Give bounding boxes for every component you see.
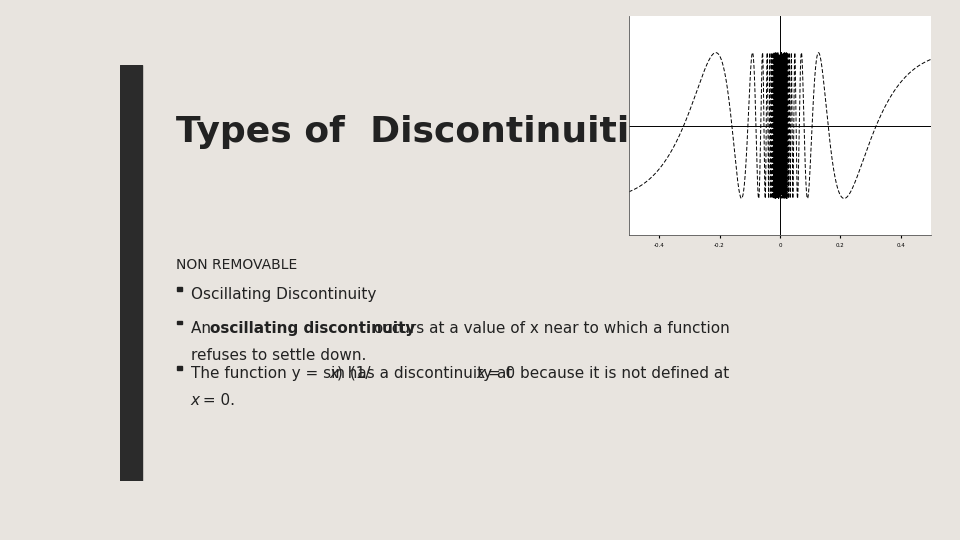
Text: The function y = sin (1/: The function y = sin (1/ [191, 366, 371, 381]
Bar [177, 321, 182, 324]
Bar [177, 287, 182, 291]
Text: oscillating discontinuity: oscillating discontinuity [210, 321, 416, 335]
Text: x: x [476, 366, 486, 381]
Text: = 0 because it is not defined at: = 0 because it is not defined at [484, 366, 730, 381]
Text: Oscillating Discontinuity: Oscillating Discontinuity [191, 287, 376, 302]
Text: occurs at a value of x near to which a function: occurs at a value of x near to which a f… [370, 321, 730, 335]
Text: x: x [191, 393, 200, 408]
Text: x: x [330, 366, 339, 381]
Text: NON REMOVABLE: NON REMOVABLE [176, 258, 297, 272]
Text: Types of  Discontinuities: Types of Discontinuities [176, 114, 675, 148]
Text: ) has a discontinuity at: ) has a discontinuity at [337, 366, 517, 381]
Text: An: An [191, 321, 216, 335]
Bar [177, 366, 182, 369]
Bar [120, 65, 142, 481]
Text: refuses to settle down.: refuses to settle down. [191, 348, 366, 362]
Text: = 0.: = 0. [198, 393, 234, 408]
